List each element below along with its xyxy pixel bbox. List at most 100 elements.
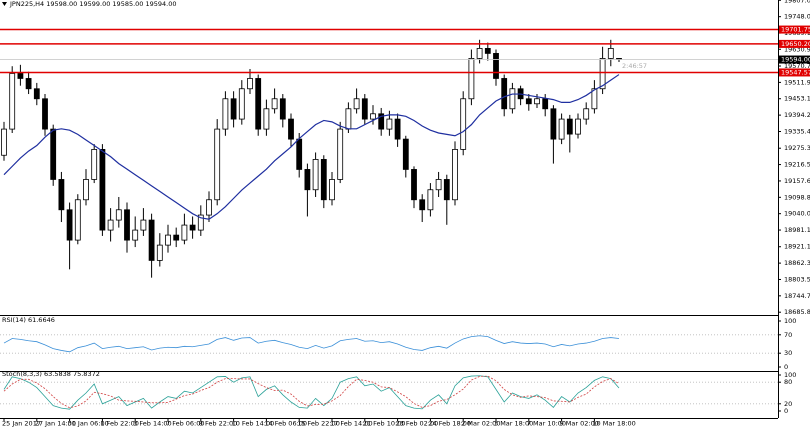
- candle-body: [165, 234, 171, 246]
- y-tick-label: 19275.30: [784, 144, 810, 152]
- x-tick-label: 21 Feb 10:00: [363, 420, 406, 427]
- candle-body: [534, 98, 540, 105]
- y-tick-label: 19748.05: [784, 13, 810, 21]
- candle-body: [140, 219, 147, 231]
- x-tick-label: 31 Jan 06:00: [68, 420, 109, 427]
- candle-body: [181, 224, 188, 241]
- candle-body: [247, 78, 253, 90]
- x-tick-label: 25 Jan 2017: [2, 420, 41, 427]
- y-tick-label: 19394.25: [784, 111, 810, 119]
- y-tick-label: 19570.70: [784, 62, 810, 70]
- bid-box: [779, 55, 810, 64]
- y-tick-label: 70: [784, 331, 792, 339]
- level-label: 19547.57: [781, 68, 810, 76]
- candle-body: [337, 128, 344, 180]
- x-tick-label: 2 Mar 02:00: [461, 420, 500, 427]
- x-tick-label: 24 Feb 18:00: [428, 420, 471, 427]
- y-tick-label: 19216.50: [784, 161, 810, 169]
- y-tick-label: 20: [784, 400, 792, 408]
- candle-body: [329, 179, 335, 201]
- y-tick-label: 18744.70: [784, 292, 810, 300]
- candle-body: [238, 88, 245, 120]
- indicator-line: [3, 375, 620, 410]
- header-arrow: [2, 2, 7, 6]
- candle-body: [17, 73, 24, 79]
- candle-body: [427, 189, 434, 211]
- candle-body: [156, 244, 163, 261]
- candle-body: [452, 149, 458, 201]
- y-tick-label: 19511.90: [784, 78, 810, 86]
- y-tick-label: 18803.50: [784, 275, 810, 283]
- candle-body: [230, 98, 237, 120]
- y-tick-label: 19157.65: [784, 177, 810, 185]
- y-tick-label: 30: [784, 349, 792, 357]
- y-tick-label: 19630.90: [784, 45, 810, 53]
- indicator-line: [3, 335, 620, 353]
- y-tick-label: 19040.00: [784, 210, 810, 218]
- y-tick-label: 100: [784, 371, 796, 379]
- candle-body: [173, 234, 180, 241]
- candle-body: [558, 118, 565, 140]
- candle-body: [58, 179, 65, 211]
- candle-body: [320, 159, 327, 201]
- candle-body: [214, 128, 221, 201]
- candle-body: [91, 149, 98, 180]
- candle-body: [9, 73, 16, 130]
- candle-body: [124, 209, 130, 241]
- x-tick-label: 3 Feb 14:00: [133, 420, 172, 427]
- candle-body: [509, 88, 516, 110]
- y-tick-label: 19807.00: [784, 0, 810, 4]
- x-tick-label: 10 Feb 14:00: [232, 420, 275, 427]
- candle-body: [197, 214, 204, 231]
- candle-body: [525, 98, 532, 105]
- candle-body: [42, 98, 48, 130]
- indicator-line: [3, 375, 620, 409]
- candle-body: [148, 219, 155, 261]
- x-tick-label: 3 Mar 18:00: [494, 420, 533, 427]
- candle-body: [99, 149, 106, 231]
- level-label: 19701.75: [781, 26, 810, 34]
- candle-body: [575, 118, 581, 135]
- y-tick-label: 18981.15: [784, 226, 810, 234]
- candle-body: [583, 108, 590, 120]
- level-box: [779, 68, 810, 77]
- candle-body: [542, 98, 549, 110]
- candle-body: [304, 169, 311, 191]
- candle-body: [1, 128, 7, 156]
- candle-body: [132, 229, 139, 241]
- candle-body: [607, 48, 614, 59]
- x-tick-label: 14 Feb 06:00: [264, 420, 307, 427]
- candle-body: [402, 138, 409, 170]
- candle-body: [419, 199, 426, 211]
- candle-body: [550, 108, 557, 140]
- level-label: 19650.20: [781, 40, 810, 48]
- candle-body: [386, 118, 393, 130]
- y-tick-label: 19453.10: [784, 95, 810, 103]
- x-tick-label: 10 Mar 18:00: [592, 420, 635, 427]
- candle-body: [484, 48, 491, 54]
- candle-body: [361, 98, 368, 120]
- x-tick-label: 23 Feb 02:00: [396, 420, 439, 427]
- header: JPN225,H4 19598.00 19599.00 19585.00 195…: [9, 0, 177, 8]
- candle-body: [493, 53, 499, 79]
- y-tick-label: 100: [784, 317, 796, 325]
- y-tick-label: 0: [784, 363, 788, 371]
- candle-body: [296, 138, 303, 170]
- candle-body: [271, 98, 278, 110]
- candle-body: [370, 113, 376, 120]
- candle-body: [25, 78, 32, 90]
- candle-body: [476, 48, 483, 59]
- timer: 2:46:57: [622, 62, 647, 70]
- level-box: [779, 25, 810, 34]
- candle-body: [460, 98, 467, 150]
- candle-body: [33, 88, 40, 100]
- y-tick-label: 0: [784, 407, 788, 415]
- x-tick-label: 7 Feb 06:00: [166, 420, 205, 427]
- candle-body: [279, 98, 286, 120]
- indicator-title: Stoch(8,3,3) 63.5838 75.8372: [2, 370, 100, 378]
- x-tick-label: 17 Feb 14:00: [330, 420, 373, 427]
- candle-body: [501, 78, 508, 110]
- candle-body: [312, 159, 319, 191]
- level-box: [779, 39, 810, 48]
